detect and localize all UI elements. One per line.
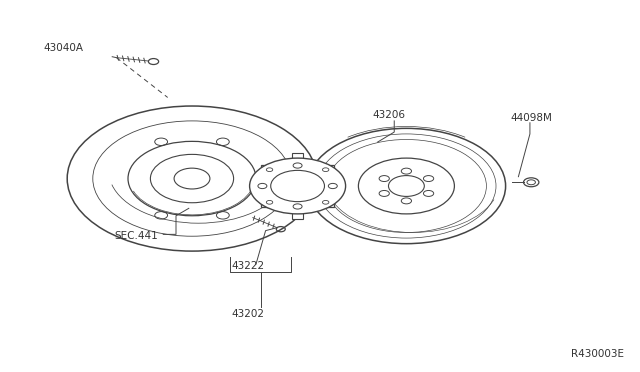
FancyBboxPatch shape xyxy=(292,208,303,219)
Text: 43040A: 43040A xyxy=(44,43,84,53)
Text: SEC.441: SEC.441 xyxy=(114,231,157,241)
FancyBboxPatch shape xyxy=(261,165,335,208)
Text: 43222: 43222 xyxy=(232,260,265,270)
Text: R430003E: R430003E xyxy=(571,349,624,359)
Text: 44098M: 44098M xyxy=(511,112,552,122)
Circle shape xyxy=(271,170,324,202)
Circle shape xyxy=(250,158,346,214)
FancyBboxPatch shape xyxy=(292,153,303,165)
Text: 43202: 43202 xyxy=(232,309,265,319)
Text: 43206: 43206 xyxy=(372,110,406,120)
